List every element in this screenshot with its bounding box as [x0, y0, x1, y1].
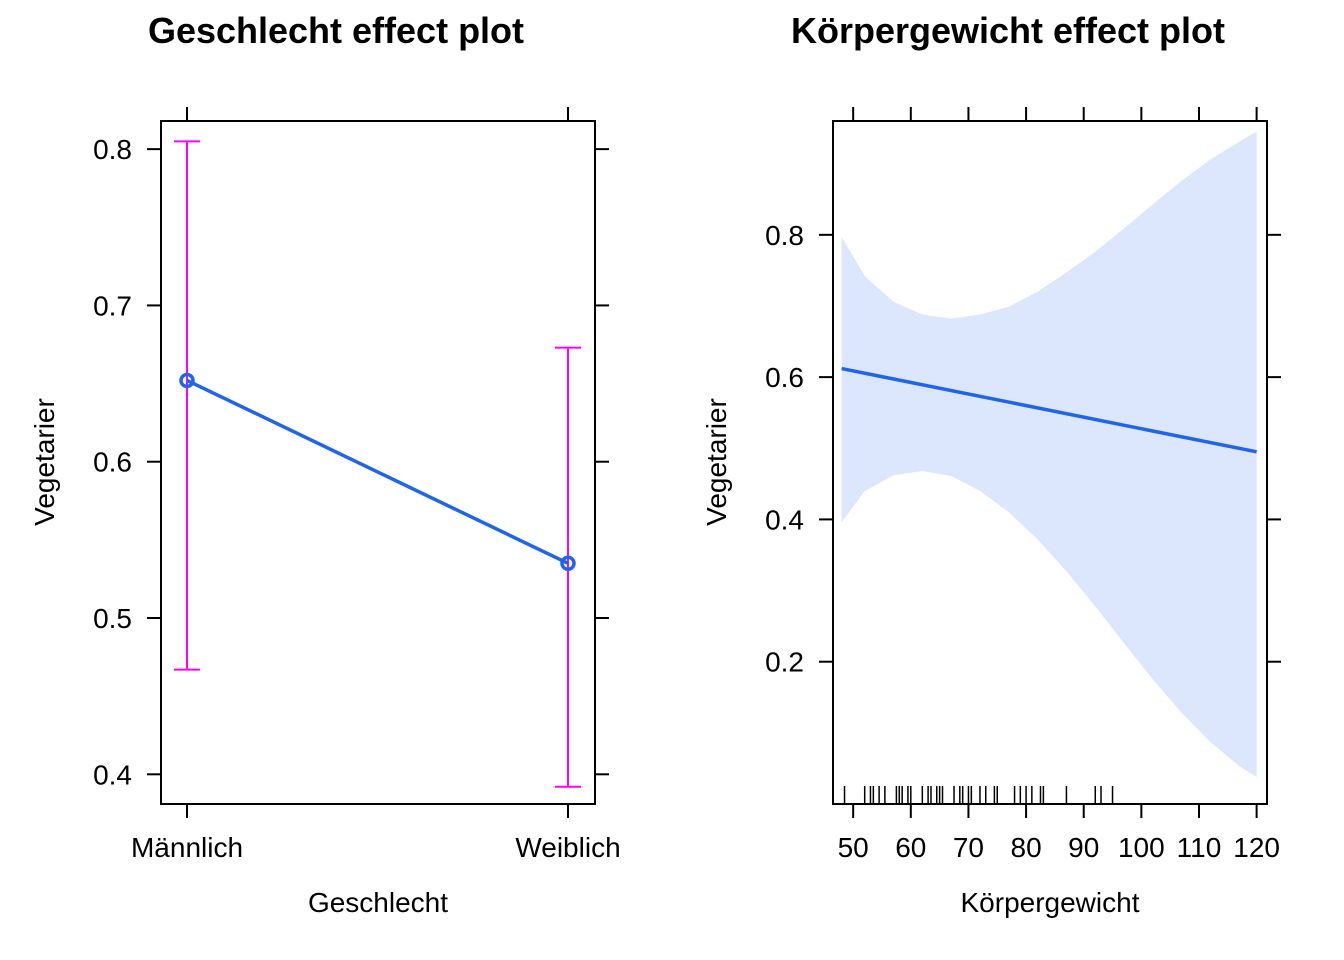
koerpergewicht-effect-line	[841, 366, 1257, 454]
geschlecht-ticks	[147, 107, 609, 818]
koerpergewicht-y-tick-label: 0.2	[765, 647, 804, 678]
koerpergewicht-y-axis-label: Vegetarier	[701, 398, 732, 526]
koerpergewicht-x-tick-label: 90	[1068, 832, 1099, 863]
geschlecht-effect-series	[186, 378, 569, 565]
geschlecht-confidence-intervals	[174, 140, 581, 788]
geschlecht-y-tick-labels: 0.4 0.5 0.6 0.7 0.8	[93, 134, 132, 790]
koerpergewicht-x-tick-label: 50	[838, 832, 869, 863]
koerpergewicht-x-tick-label: 80	[1011, 832, 1042, 863]
geschlecht-effect-point	[560, 555, 576, 572]
geschlecht-y-axis-label: Vegetarier	[29, 398, 60, 526]
koerpergewicht-x-axis-label: Körpergewicht	[961, 887, 1140, 918]
koerpergewicht-y-tick-label: 0.6	[765, 362, 804, 393]
geschlecht-title: Geschlecht effect plot	[148, 10, 524, 51]
koerpergewicht-x-tick-label: 110	[1177, 832, 1222, 863]
koerpergewicht-band-area	[841, 131, 1257, 777]
koerpergewicht-x-tick-label: 60	[895, 832, 926, 863]
geschlecht-x-tick-label: Weiblich	[515, 832, 620, 863]
geschlecht-y-tick-label: 0.8	[93, 134, 132, 165]
koerpergewicht-panel: Körpergewicht effect plot 0.2 0.4 0.6 0.8 5…	[701, 10, 1281, 918]
koerpergewicht-rug	[843, 786, 1114, 804]
koerpergewicht-x-tick-label: 120	[1233, 832, 1280, 863]
koerpergewicht-x-tick-label: 70	[953, 832, 984, 863]
geschlecht-y-tick-label: 0.7	[93, 290, 132, 321]
koerpergewicht-x-tick-labels: 50 60 70 80 90 100 110 120	[838, 832, 1280, 863]
geschlecht-effect-line	[179, 372, 576, 572]
geschlecht-x-tick-label: Männlich	[131, 832, 243, 863]
koerpergewicht-y-tick-label: 0.8	[765, 220, 804, 251]
koerpergewicht-ticks	[819, 107, 1281, 818]
koerpergewicht-title: Körpergewicht effect plot	[791, 10, 1225, 51]
koerpergewicht-y-tick-label: 0.4	[765, 504, 804, 535]
koerpergewicht-x-tick-label: 100	[1118, 832, 1165, 863]
koerpergewicht-y-tick-labels: 0.2 0.4 0.6 0.8	[765, 220, 804, 678]
geschlecht-x-tick-labels: Männlich Weiblich	[131, 832, 621, 863]
geschlecht-x-axis-label: Geschlecht	[308, 887, 448, 918]
geschlecht-y-tick-label: 0.6	[93, 447, 132, 478]
koerpergewicht-confidence-band	[841, 131, 1257, 777]
geschlecht-y-tick-label: 0.4	[93, 759, 132, 790]
koerpergewicht-effect-series	[841, 366, 1257, 454]
koerpergewicht-plot-frame	[832, 120, 1268, 805]
geschlecht-effect-point	[179, 372, 195, 389]
geschlecht-y-tick-label: 0.5	[93, 603, 132, 634]
geschlecht-plot-frame	[160, 120, 596, 805]
geschlecht-panel: Geschlecht effect plot 0.4 0.5 0.6 0.7 0.8 M…	[29, 10, 621, 918]
